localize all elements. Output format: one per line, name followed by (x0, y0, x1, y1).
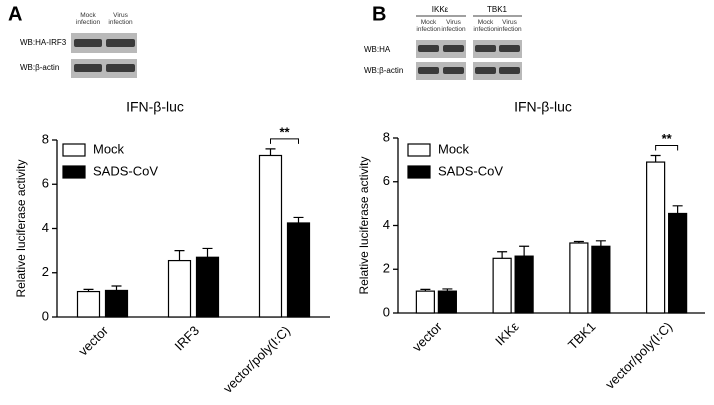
y-tick-label: 4 (42, 220, 49, 235)
error-bar (519, 245, 530, 257)
blot (473, 40, 522, 58)
bar (104, 289, 129, 318)
chart-title: IFN-β-luc (126, 99, 184, 115)
panel-label: A (8, 3, 22, 25)
y-tick-label: 0 (383, 304, 390, 319)
y-tick-label: 4 (383, 217, 390, 232)
error-bar (595, 240, 606, 247)
y-tick-label: 6 (383, 173, 390, 188)
panel-label: B (372, 3, 386, 25)
error-bar (111, 285, 122, 291)
x-tick-label: vector (75, 322, 111, 358)
blot-band (418, 67, 439, 74)
error-bar (174, 250, 185, 261)
bar (514, 255, 534, 314)
bar (569, 242, 589, 314)
bar (167, 259, 192, 318)
bar (668, 212, 688, 314)
error-bar (573, 240, 584, 243)
blot (71, 59, 137, 78)
chart-title: IFN-β-luc (514, 99, 572, 115)
blot-band (475, 45, 496, 52)
y-tick-label: 8 (383, 129, 390, 144)
legend-swatch (407, 143, 431, 157)
bar (437, 290, 457, 314)
y-axis-label: Relative luciferase activity (357, 156, 371, 294)
legend-label: Mock (93, 141, 125, 156)
blot-band (475, 67, 496, 74)
bar (258, 154, 283, 318)
x-tick-label: vector (409, 318, 445, 354)
bar (646, 161, 666, 314)
legend-label: Mock (438, 141, 470, 156)
blot-group-label: TBK1 (487, 5, 508, 14)
blot-column-label: Virus infection (441, 19, 466, 33)
blot-band (106, 39, 135, 47)
x-tick-label: vector/poly(I:C) (220, 323, 293, 396)
bar (591, 245, 611, 314)
y-axis-label: Relative luciferase activity (14, 159, 28, 297)
error-bar (202, 247, 213, 258)
blot-row-label: WB:β-actin (364, 66, 403, 75)
error-bar (497, 251, 508, 259)
blot (416, 62, 466, 80)
legend-label: SADS-CoV (438, 163, 503, 178)
blot-group-label: IKKε (432, 5, 449, 14)
x-tick-label: IRF3 (172, 323, 203, 354)
significance-label: ** (662, 131, 673, 146)
blot-band (443, 45, 464, 52)
bar (195, 256, 220, 318)
error-bar (293, 216, 304, 223)
blot-band (499, 45, 520, 52)
x-tick-label: vector/poly(I:C) (602, 319, 675, 392)
error-bar (650, 154, 661, 163)
blot-row-label: WB:HA-IRF3 (20, 38, 67, 47)
bar (286, 222, 311, 318)
blot-band (443, 67, 464, 74)
legend-swatch (407, 165, 431, 179)
error-bar (442, 288, 453, 292)
y-tick-label: 0 (42, 308, 49, 323)
blot (416, 40, 466, 58)
x-tick-label: TBK1 (565, 319, 599, 353)
y-tick-label: 6 (42, 176, 49, 191)
blot-row-label: WB:β-actin (20, 63, 59, 72)
blot-column-label: Mock infection (416, 19, 441, 33)
significance-label: ** (279, 124, 290, 139)
legend-label: SADS-CoV (93, 163, 158, 178)
blot-band (74, 39, 102, 47)
error-bar (672, 205, 683, 214)
x-tick-label: IKKε (492, 319, 522, 349)
bar (415, 290, 435, 314)
error-bar (265, 148, 276, 156)
y-tick-label: 8 (42, 131, 49, 146)
bar (492, 257, 512, 314)
bar (76, 290, 101, 318)
blot-column-label: Mock infection (75, 12, 101, 26)
blot-column-label: Virus infection (108, 12, 133, 26)
legend-swatch (62, 143, 86, 157)
blot (473, 62, 522, 80)
y-tick-label: 2 (42, 264, 49, 279)
blot-band (106, 64, 135, 72)
blot-band (499, 67, 520, 74)
blot (71, 33, 137, 53)
blot-column-label: Virus infection (497, 19, 522, 33)
significance-bracket (655, 145, 679, 151)
significance-bracket (270, 138, 299, 144)
error-bar (420, 288, 431, 292)
error-bar (83, 288, 94, 292)
blot-column-label: Mock infection (473, 19, 498, 33)
blot-band (74, 64, 102, 72)
blot-band (418, 45, 439, 52)
blot-row-label: WB:HA (364, 45, 391, 54)
legend-swatch (62, 165, 86, 179)
y-tick-label: 2 (383, 261, 390, 276)
